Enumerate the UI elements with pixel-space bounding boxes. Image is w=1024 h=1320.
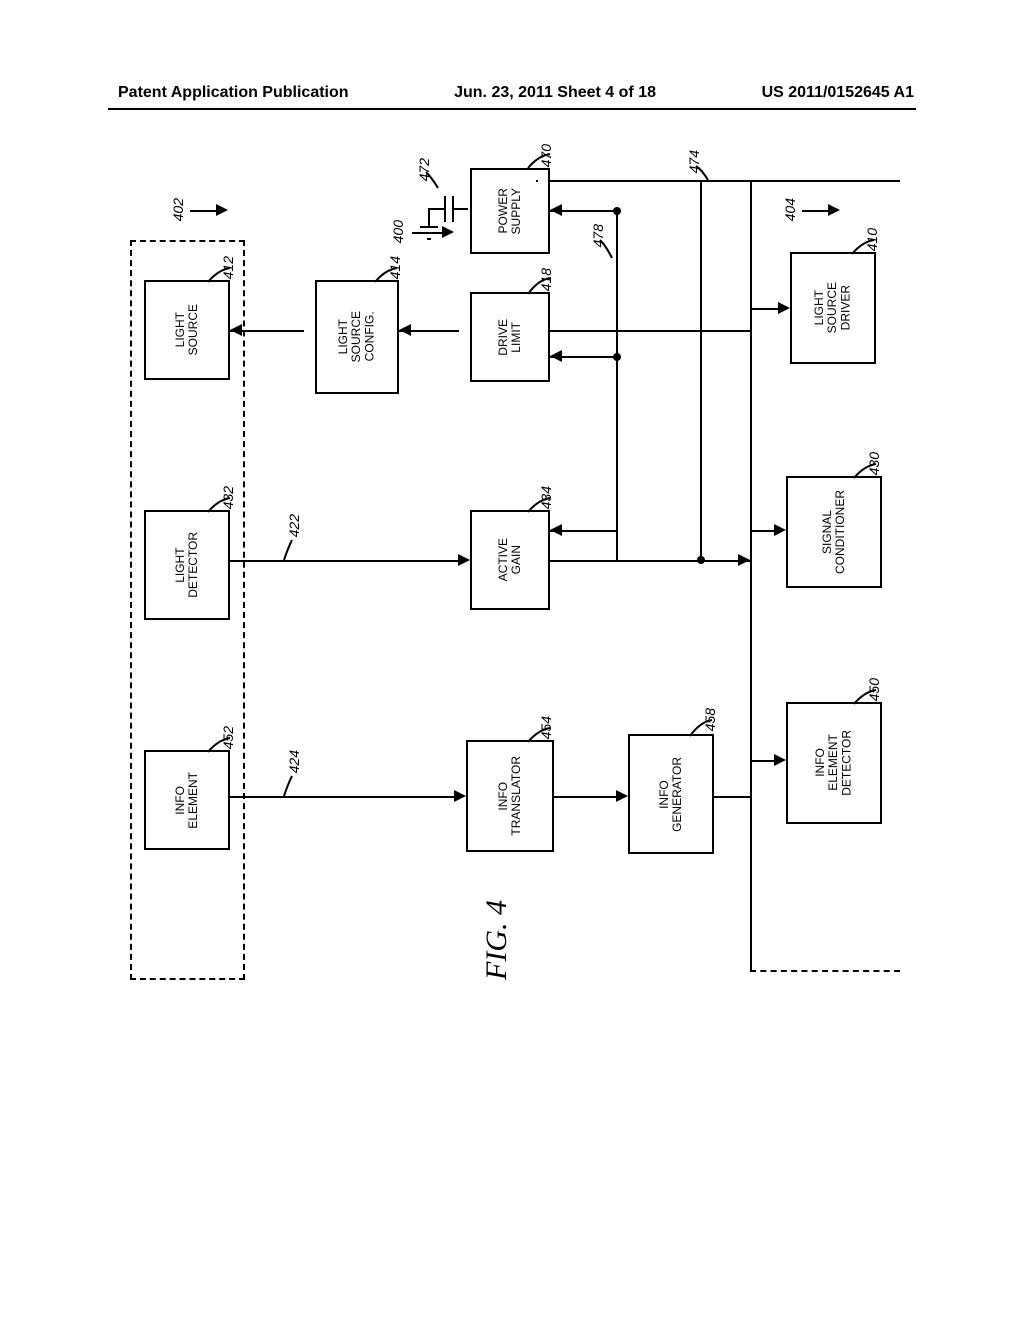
- label-power-supply: POWER SUPPLY: [497, 188, 523, 234]
- leader-410: [850, 238, 876, 258]
- junction-478-dl: [613, 353, 621, 361]
- block-light-source: LIGHT SOURCE: [144, 280, 230, 380]
- block-info-element-detector: INFO ELEMENT DETECTOR: [786, 702, 882, 824]
- ref-400-arrow: [442, 226, 454, 238]
- conn-478-dl-head: [550, 350, 562, 362]
- header-left: Patent Application Publication: [118, 84, 349, 102]
- ref-402-arrow: [216, 204, 228, 216]
- bus-right-trunk: [750, 180, 752, 970]
- leader-424: [282, 774, 302, 800]
- block-info-translator: INFO TRANSLATOR: [466, 740, 554, 852]
- ref-404-leader: [802, 210, 828, 212]
- conn-422: [230, 560, 458, 562]
- label-info-element-detector: INFO ELEMENT DETECTOR: [814, 730, 854, 796]
- conn-bus-ied-head: [774, 754, 786, 766]
- line-474-v: [700, 180, 702, 560]
- conn-478-ag-head: [550, 524, 562, 536]
- leader-470: [526, 152, 552, 172]
- conn-lsc-dl-head: [399, 324, 411, 336]
- conn-bus-sc-head: [774, 524, 786, 536]
- header-rule: [108, 108, 916, 110]
- leader-452: [206, 736, 232, 756]
- ref-422: 422: [286, 514, 302, 537]
- block-light-source-config: LIGHT SOURCE CONFIG.: [315, 280, 399, 394]
- conn-dl-lsd-1: [550, 330, 750, 332]
- conn-424-head: [454, 790, 466, 802]
- figure-label: FIG. 4: [480, 900, 514, 980]
- leader-430: [852, 462, 878, 482]
- block-signal-conditioner: SIGNAL CONDITIONER: [786, 476, 882, 588]
- conn-bus-lsd: [752, 308, 780, 310]
- block-light-source-driver: LIGHT SOURCE DRIVER: [790, 252, 876, 364]
- ref-424: 424: [286, 750, 302, 773]
- label-light-source: LIGHT SOURCE: [174, 304, 200, 355]
- leader-422: [282, 538, 302, 564]
- conn-ls-lsc-head: [230, 324, 242, 336]
- block-power-supply: POWER SUPPLY: [470, 168, 550, 254]
- junction-478-top: [613, 207, 621, 215]
- leader-412: [206, 266, 232, 286]
- conn-bus-ied: [752, 760, 776, 762]
- label-light-source-driver: LIGHT SOURCE DRIVER: [813, 282, 853, 333]
- conn-ps-down: [536, 180, 538, 182]
- ref-402-leader: [190, 210, 216, 212]
- block-info-element: INFO ELEMENT: [144, 750, 230, 850]
- label-active-gain: ACTIVE GAIN: [497, 538, 523, 581]
- block-active-gain: ACTIVE GAIN: [470, 510, 550, 610]
- conn-ig-bus: [714, 796, 750, 798]
- leader-418: [526, 276, 552, 298]
- conn-it-ig: [554, 796, 616, 798]
- line-478: [616, 210, 618, 560]
- conn-ag-bus-head: [738, 554, 750, 566]
- header-center: Jun. 23, 2011 Sheet 4 of 18: [454, 84, 656, 102]
- conn-it-ig-head: [616, 790, 628, 802]
- ref-400: 400: [390, 220, 406, 243]
- conn-ag-bus: [550, 560, 750, 562]
- ps-in-head: [550, 204, 562, 216]
- label-info-element: INFO ELEMENT: [174, 772, 200, 829]
- label-info-translator: INFO TRANSLATOR: [497, 756, 523, 836]
- label-signal-conditioner: SIGNAL CONDITIONER: [821, 490, 847, 574]
- conn-424: [230, 796, 454, 798]
- ref-404-arrow: [828, 204, 840, 216]
- leader-458: [688, 718, 714, 740]
- top-bus-line: [537, 180, 900, 182]
- label-info-generator: INFO GENERATOR: [658, 757, 684, 832]
- conn-bus-sc: [752, 530, 776, 532]
- bottom-dash: [750, 970, 900, 972]
- label-light-detector: LIGHT DETECTOR: [174, 532, 200, 598]
- leader-414: [373, 266, 399, 286]
- leader-434: [526, 496, 552, 516]
- ref-402: 402: [170, 198, 186, 221]
- label-drive-limit: DRIVE LIMIT: [497, 319, 523, 356]
- block-drive-limit: DRIVE LIMIT: [470, 292, 550, 382]
- diagram: 400 402 404 LIGHT SOURCE 412 LIGHT DETEC…: [130, 180, 900, 1180]
- leader-432: [206, 496, 232, 516]
- conn-bus-lsd-head: [778, 302, 790, 314]
- page-header: Patent Application Publication Jun. 23, …: [0, 84, 1024, 102]
- leader-450: [852, 688, 878, 708]
- leader-454: [526, 726, 552, 746]
- leader-474: [694, 164, 714, 184]
- header-right: US 2011/0152645 A1: [762, 84, 914, 102]
- label-light-source-config: LIGHT SOURCE CONFIG.: [337, 311, 377, 362]
- block-info-generator: INFO GENERATOR: [628, 734, 714, 854]
- block-light-detector: LIGHT DETECTOR: [144, 510, 230, 620]
- leader-478: [598, 238, 618, 262]
- conn-422-head: [458, 554, 470, 566]
- ref-404: 404: [782, 198, 798, 221]
- leader-472: [424, 170, 444, 192]
